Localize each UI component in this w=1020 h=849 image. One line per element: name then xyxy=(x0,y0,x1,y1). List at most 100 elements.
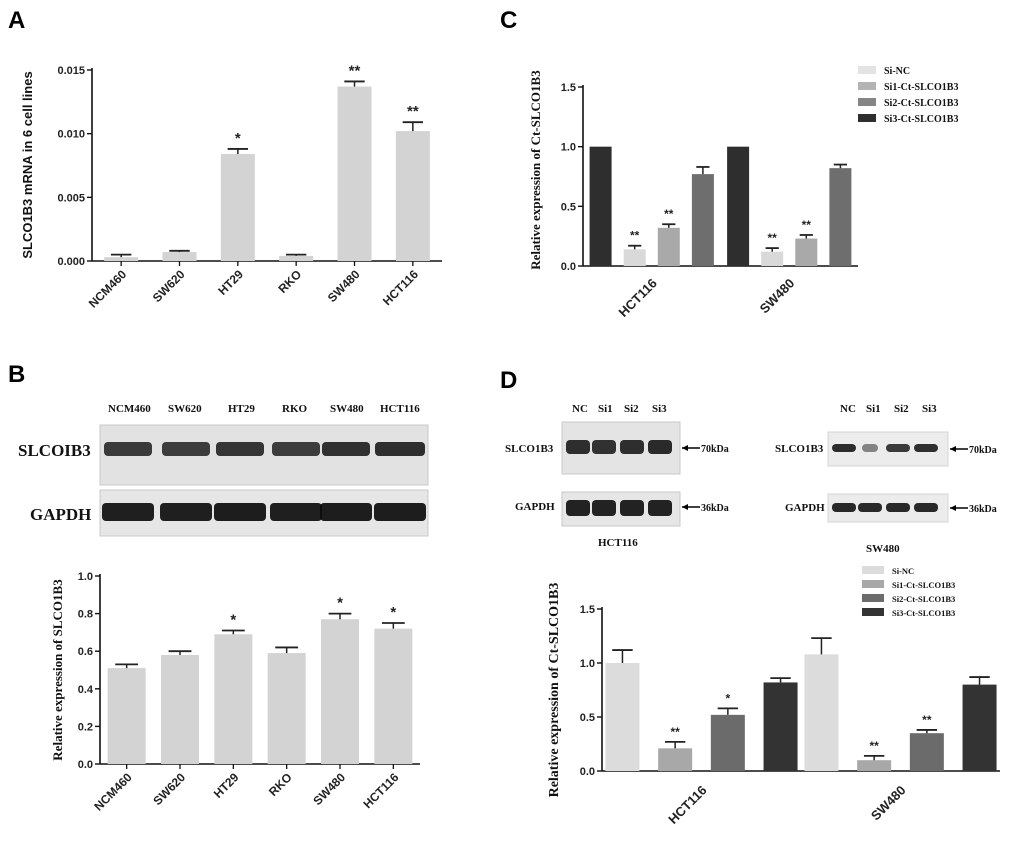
x-tick-label: SW480 xyxy=(868,783,909,824)
x-tick-label: SW480 xyxy=(325,267,363,305)
blot-band xyxy=(914,444,938,452)
legend-swatch xyxy=(858,66,876,74)
y-tick-label: 0.010 xyxy=(57,129,85,141)
blot-dl-lane-label: NC xyxy=(572,403,588,415)
bar xyxy=(605,663,640,771)
blot-band xyxy=(832,503,856,512)
bar xyxy=(658,748,693,771)
blot-b-lane-label: SW620 xyxy=(168,403,202,415)
blot-b-lane-label: SW480 xyxy=(330,403,364,415)
blot-band xyxy=(214,503,266,521)
bar xyxy=(795,238,818,266)
y-tick-label: 0.0 xyxy=(561,261,576,273)
x-tick-label: HT29 xyxy=(215,267,246,298)
western-blot-d-hct116: NC Si1 Si2 Si3 SLCO1B3 GAPDH 70kDa 36kDa… xyxy=(505,403,729,549)
bar xyxy=(657,227,680,266)
bar xyxy=(710,714,745,771)
y-axis-label: Relative expression of Ct-SLCO1B3 xyxy=(528,70,543,270)
legend-swatch xyxy=(862,566,884,574)
blot-band xyxy=(858,503,882,512)
significance-marker: ** xyxy=(768,231,778,245)
y-axis-label: Relative expression of SLCO1B3 xyxy=(50,579,65,761)
blot-band xyxy=(862,444,878,452)
x-tick-label: RKO xyxy=(266,770,295,799)
bar xyxy=(267,653,306,764)
significance-marker: ** xyxy=(869,739,879,753)
bar xyxy=(804,654,839,771)
bar xyxy=(337,86,372,261)
legend-label: Si1-Ct-SLCO1B3 xyxy=(884,82,958,93)
y-tick-label: 1.0 xyxy=(580,658,595,670)
legend-label: Si1-Ct-SLCO1B3 xyxy=(892,580,955,590)
blot-band xyxy=(375,442,425,456)
x-tick-label: RKO xyxy=(276,267,305,296)
y-tick-label: 0.0 xyxy=(580,766,595,778)
y-axis-label: SLCO1B3 mRNA in 6 cell lines xyxy=(20,71,35,258)
bar xyxy=(623,249,646,266)
legend-swatch xyxy=(858,98,876,106)
x-tick-label: SW620 xyxy=(150,267,188,305)
blot-band xyxy=(162,442,210,456)
arrow-icon xyxy=(950,446,956,452)
legend-swatch xyxy=(858,82,876,90)
bar xyxy=(104,257,139,261)
blot-dl-lane-label: Si1 xyxy=(598,403,613,415)
bar xyxy=(374,628,413,764)
blot-dl-caption: HCT116 xyxy=(598,537,638,549)
y-tick-label: 0.5 xyxy=(561,201,576,213)
blot-band xyxy=(270,503,322,521)
panel-label-c: C xyxy=(500,7,517,34)
bar xyxy=(395,131,430,261)
legend-swatch xyxy=(862,594,884,602)
blot-band xyxy=(322,442,370,456)
y-tick-label: 1.0 xyxy=(78,571,93,583)
y-tick-label: 0.000 xyxy=(57,256,85,268)
blot-dr-lane-label: Si2 xyxy=(894,403,909,415)
blot-dl-row-label: GAPDH xyxy=(515,501,555,513)
panel-label-a: A xyxy=(8,7,25,34)
blot-band xyxy=(104,442,152,456)
blot-band xyxy=(648,440,672,454)
blot-dr-marker: 70kDa xyxy=(969,445,997,456)
y-tick-label: 0.6 xyxy=(78,646,93,658)
x-tick-label: SW620 xyxy=(150,770,188,808)
blot-band xyxy=(102,503,154,521)
y-tick-label: 0.5 xyxy=(580,712,595,724)
bar xyxy=(727,146,750,266)
legend-label: Si-NC xyxy=(884,66,910,77)
blot-dr-marker: 36kDa xyxy=(969,504,997,515)
significance-marker: * xyxy=(235,130,241,147)
blot-dr-lane-label: Si3 xyxy=(922,403,937,415)
chart-d: 0.0 0.5 1.0 1.5 Relative expression of Ct-SL… xyxy=(547,566,1000,827)
arrow-icon xyxy=(682,504,688,510)
blot-b-lane-label: HCT116 xyxy=(380,403,420,415)
blot-band xyxy=(320,503,372,521)
bar xyxy=(162,252,197,261)
x-tick-label: HCT116 xyxy=(360,770,401,811)
blot-dr-row-label: GAPDH xyxy=(785,502,825,514)
significance-marker: ** xyxy=(670,725,680,739)
blot-b-row-label: GAPDH xyxy=(30,505,91,524)
western-blot-b: NCM460 SW620 HT29 RKO SW480 HCT116 SLCOI… xyxy=(18,403,429,537)
blot-dr-caption: SW480 xyxy=(866,543,900,555)
bar xyxy=(220,154,255,261)
x-tick-label: HT29 xyxy=(211,770,242,801)
y-tick-label: 0.015 xyxy=(57,65,85,77)
blot-dr-row-label: SLCO1B3 xyxy=(775,443,824,455)
chart-c: 0.0 0.5 1.0 1.5 Relative expression of Ct-SL… xyxy=(528,66,958,320)
y-tick-label: 1.5 xyxy=(580,604,595,616)
blot-dl-lane-label: Si2 xyxy=(624,403,639,415)
blot-band xyxy=(648,500,672,516)
x-tick-label: HCT116 xyxy=(380,267,421,308)
significance-marker: ** xyxy=(630,229,640,243)
significance-marker: ** xyxy=(922,713,932,727)
y-axis-label: Relative expression of Ct-SLCO1B3 xyxy=(547,583,562,798)
arrow-icon xyxy=(682,445,688,451)
significance-marker: ** xyxy=(802,218,812,232)
western-blot-d-sw480: NC Si1 Si2 Si3 SLCO1B3 GAPDH 70kDa 36kDa… xyxy=(775,403,997,555)
blot-band xyxy=(160,503,212,521)
blot-band xyxy=(886,444,910,452)
blot-band xyxy=(592,440,616,454)
arrow-icon xyxy=(950,505,956,511)
